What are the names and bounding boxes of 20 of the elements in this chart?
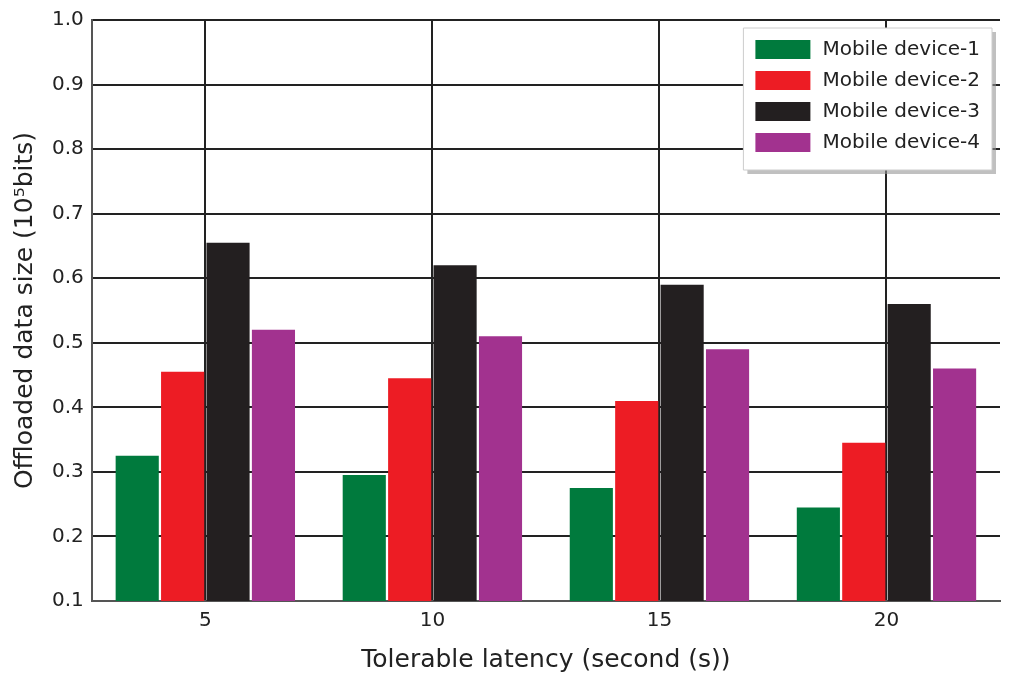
legend-label: Mobile device-1	[822, 36, 981, 61]
x-tick-label: 20	[873, 607, 900, 632]
x-tick-label: 10	[419, 607, 446, 632]
legend-label: Mobile device-2	[822, 67, 981, 92]
x-tick-label: 15	[646, 607, 673, 632]
x-axis-title: Tolerable latency (second (s))	[360, 643, 731, 673]
legend-label: Mobile device-4	[822, 129, 981, 154]
y-tick-label: 0.1	[51, 587, 84, 612]
y-tick-label: 0.8	[51, 135, 84, 160]
x-tick-label: 5	[198, 607, 212, 632]
y-tick-label: 0.4	[51, 393, 84, 418]
legend-label: Mobile device-3	[822, 98, 981, 123]
y-tick-label: 0.7	[51, 199, 84, 224]
y-tick-label: 0.9	[51, 70, 84, 95]
y-tick-label: 1.0	[51, 6, 84, 31]
y-tick-label: 0.3	[51, 458, 84, 483]
y-axis-title: Offloaded data size (10⁵bits)	[8, 131, 38, 490]
y-tick-label: 0.5	[51, 328, 84, 353]
y-tick-label: 0.6	[51, 264, 84, 289]
y-tick-label: 0.2	[51, 522, 84, 547]
